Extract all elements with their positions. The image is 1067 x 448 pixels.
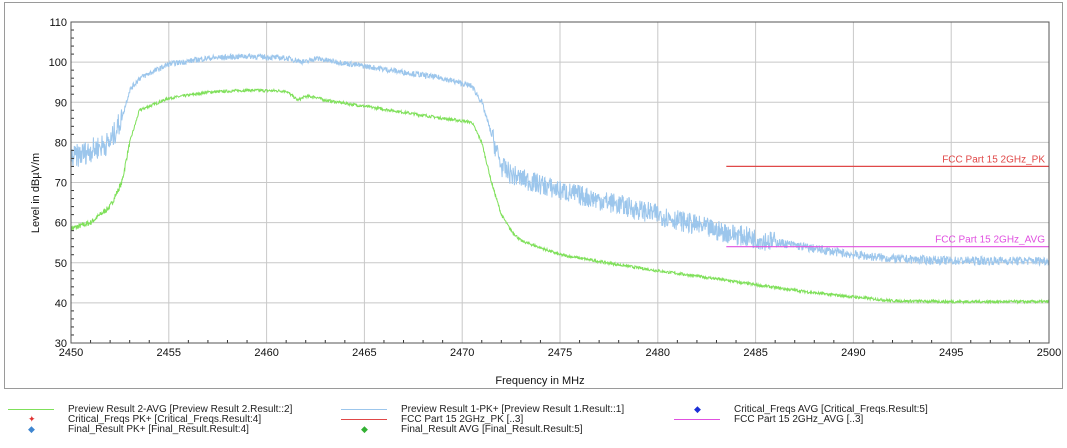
chart-frame: FCC Part 15 2GHz_PK FCC Part 15 2GHz_AVG … bbox=[4, 2, 1063, 389]
legend-line bbox=[674, 419, 720, 420]
legend-marker-icon: ◆ bbox=[361, 424, 368, 434]
legend-marker-icon: ✦ bbox=[28, 414, 36, 424]
axis-layer: 2450 2455 2460 2465 2470 2475 2480 2485 2490 2495… bbox=[49, 17, 1062, 359]
legend-label: FCC Part 15 2GHz_AVG [..3] bbox=[734, 414, 864, 425]
legend-swatch: ✦ bbox=[8, 414, 54, 426]
legend-swatch bbox=[8, 404, 54, 416]
legend-label: Final_Result PK+ [Final_Result.Result:4] bbox=[68, 424, 249, 435]
x-tick-label: 2495 bbox=[939, 347, 963, 359]
y-tick-label: 110 bbox=[49, 17, 67, 29]
y-tick-label: 40 bbox=[55, 298, 67, 310]
limit-annotation: FCC Part 15 2GHz_PK bbox=[942, 154, 1045, 165]
x-tick-label: 2470 bbox=[450, 347, 474, 359]
legend-swatch bbox=[674, 414, 720, 426]
y-tick-label: 50 bbox=[55, 258, 67, 270]
legend-label: Preview Result 1-PK+ [Preview Result 1.R… bbox=[401, 404, 625, 415]
legend-item: ◆ Critical_Freqs AVG [Critical_Freqs.Resu… bbox=[674, 404, 928, 416]
legend-item: ◆ Final_Result AVG [Final_Result.Result:5… bbox=[341, 424, 583, 436]
legend-marker-icon: ◆ bbox=[694, 404, 701, 414]
legend-swatch: ◆ bbox=[674, 404, 720, 416]
limit-annotation: FCC Part 15 2GHz_AVG bbox=[935, 235, 1045, 246]
legend-label: Critical_Freqs PK+ [Critical_Freqs.Resul… bbox=[68, 414, 262, 425]
legend: Preview Result 2-AVG [Preview Result 2.R… bbox=[0, 400, 1067, 446]
legend-swatch: ◆ bbox=[341, 424, 387, 436]
legend-item: ◆ Final_Result PK+ [Final_Result.Result:4… bbox=[8, 424, 249, 436]
legend-item: ✦ Critical_Freqs PK+ [Critical_Freqs.Resu… bbox=[8, 414, 261, 426]
legend-swatch bbox=[341, 414, 387, 426]
y-tick-label: 80 bbox=[55, 137, 67, 149]
y-tick-label: 60 bbox=[55, 218, 67, 230]
y-tick-label: 90 bbox=[55, 97, 67, 109]
plot-border bbox=[70, 21, 1050, 344]
legend-line bbox=[8, 409, 54, 410]
legend-item: FCC Part 15 2GHz_PK [..3] bbox=[341, 414, 523, 426]
legend-marker-icon: ◆ bbox=[28, 424, 35, 434]
x-tick-label: 2465 bbox=[352, 347, 376, 359]
y-axis-title: Level in dBµV/m bbox=[30, 153, 42, 233]
x-axis-title: Frequency in MHz bbox=[495, 375, 584, 387]
series-layer: FCC Part 15 2GHz_PK FCC Part 15 2GHz_AVG bbox=[70, 52, 1050, 305]
x-tick-label: 2500 bbox=[1037, 347, 1061, 359]
legend-label: FCC Part 15 2GHz_PK [..3] bbox=[401, 414, 524, 425]
y-tick-label: 100 bbox=[49, 57, 67, 69]
x-tick-label: 2485 bbox=[743, 347, 767, 359]
legend-item: Preview Result 2-AVG [Preview Result 2.R… bbox=[8, 404, 292, 416]
legend-swatch bbox=[341, 404, 387, 416]
x-tick-label: 2450 bbox=[59, 347, 83, 359]
x-tick-label: 2490 bbox=[841, 347, 865, 359]
legend-label: Preview Result 2-AVG [Preview Result 2.R… bbox=[68, 404, 293, 415]
y-tick-label: 70 bbox=[55, 178, 67, 190]
x-tick-label: 2460 bbox=[254, 347, 278, 359]
series-line bbox=[70, 87, 1050, 305]
legend-swatch: ◆ bbox=[8, 424, 54, 436]
legend-label: Critical_Freqs AVG [Critical_Freqs.Resul… bbox=[734, 404, 928, 415]
x-tick-label: 2455 bbox=[157, 347, 181, 359]
y-tick-label: 30 bbox=[55, 338, 67, 350]
legend-line bbox=[341, 419, 387, 420]
legend-label: Final_Result AVG [Final_Result.Result:5] bbox=[401, 424, 583, 435]
x-tick-label: 2475 bbox=[548, 347, 572, 359]
legend-line bbox=[341, 409, 387, 410]
legend-item: FCC Part 15 2GHz_AVG [..3] bbox=[674, 414, 863, 426]
legend-item: Preview Result 1-PK+ [Preview Result 1.R… bbox=[341, 404, 624, 416]
x-tick-label: 2480 bbox=[646, 347, 670, 359]
series-line bbox=[70, 52, 1050, 267]
